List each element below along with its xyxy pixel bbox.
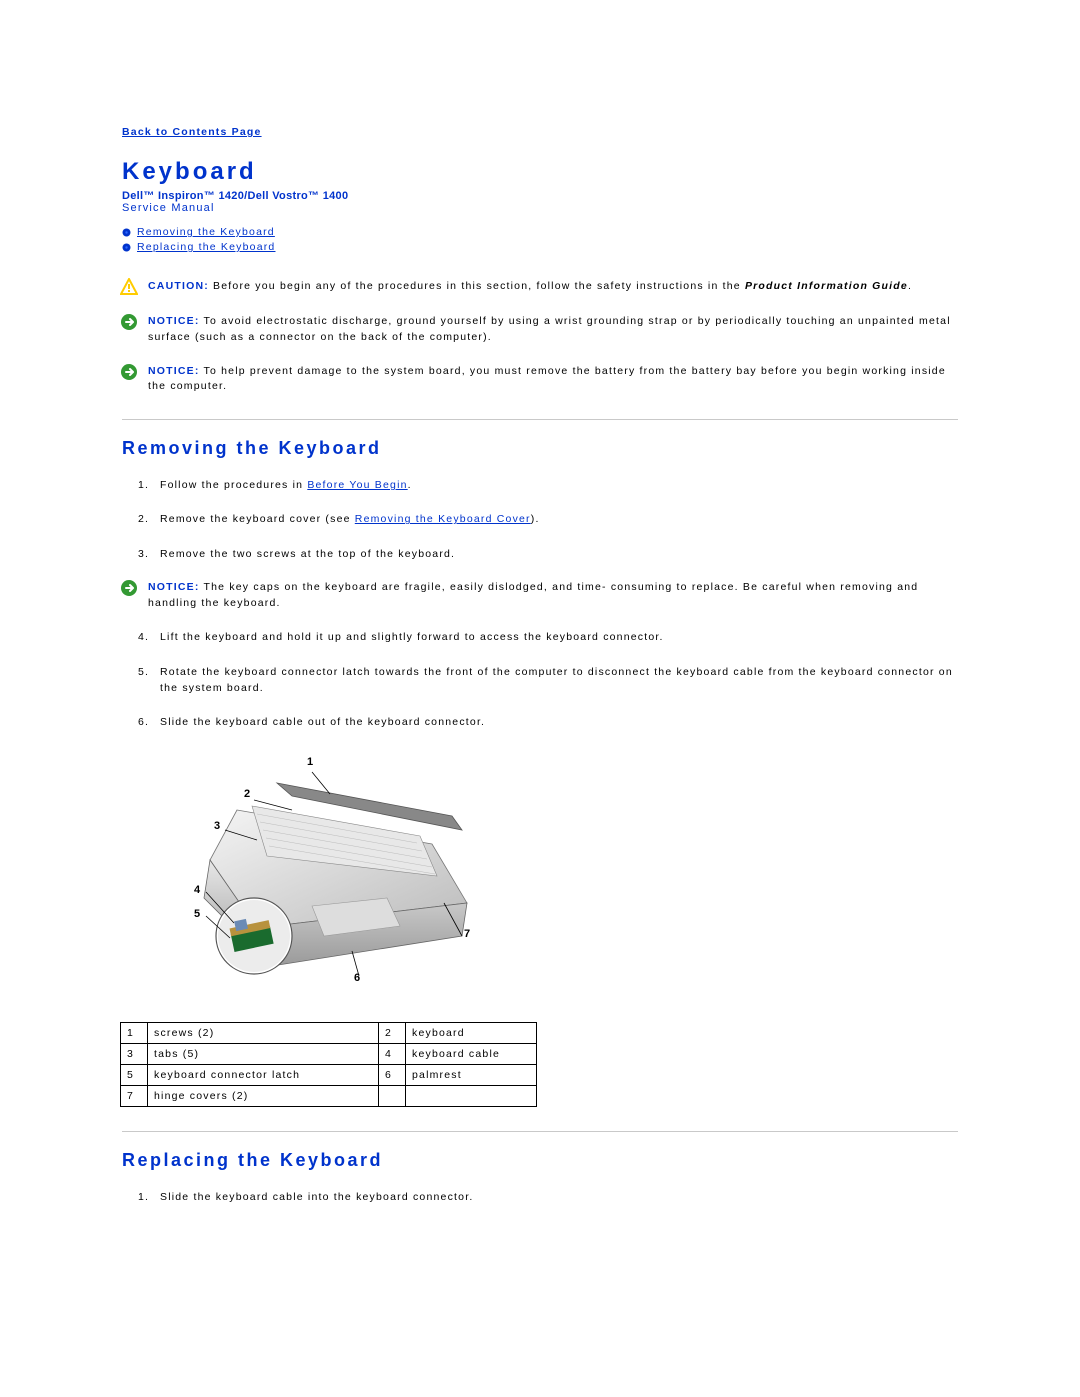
caution-callout: CAUTION: Before you begin any of the pro… <box>122 279 958 296</box>
caution-icon <box>120 278 138 296</box>
notice-text: To avoid electrostatic discharge, ground… <box>148 315 951 343</box>
notice-label: NOTICE: <box>148 365 200 377</box>
removing-steps: Follow the procedures in Before You Begi… <box>138 477 958 562</box>
toc-list: Removing the Keyboard Replacing the Keyb… <box>122 226 958 253</box>
caution-label: CAUTION: <box>148 280 209 292</box>
page-title: Keyboard <box>122 158 958 186</box>
figure-label-5: 5 <box>194 908 200 920</box>
notice-callout: NOTICE: The key caps on the keyboard are… <box>122 580 958 612</box>
step-6: Slide the keyboard cable out of the keyb… <box>138 714 958 730</box>
step-4: Lift the keyboard and hold it up and sli… <box>138 629 958 645</box>
bullet-icon <box>122 243 131 252</box>
figure-label-1: 1 <box>307 756 313 768</box>
table-row: 5 keyboard connector latch 6 palmrest <box>121 1065 537 1086</box>
back-to-contents-link[interactable]: Back to Contents Page <box>122 126 262 138</box>
notice-icon <box>120 363 138 381</box>
figure-label-2: 2 <box>244 788 250 800</box>
section-removing-heading: Removing the Keyboard <box>122 438 958 459</box>
table-row: 7 hinge covers (2) <box>121 1086 537 1107</box>
keyboard-figure: 1 2 3 4 5 6 7 <box>162 748 514 996</box>
caution-text-before: Before you begin any of the procedures i… <box>209 280 745 292</box>
notice-icon <box>120 579 138 597</box>
product-info-guide: Product Information Guide <box>745 280 908 292</box>
step-2: Remove the keyboard cover (see Removing … <box>138 511 958 527</box>
replacing-steps: Slide the keyboard cable into the keyboa… <box>138 1189 958 1205</box>
figure-label-3: 3 <box>214 820 220 832</box>
caution-text-after: . <box>908 280 912 292</box>
notice-callout: NOTICE: To help prevent damage to the sy… <box>122 364 958 396</box>
table-row: 1 screws (2) 2 keyboard <box>121 1023 537 1044</box>
divider <box>122 419 958 420</box>
parts-table: 1 screws (2) 2 keyboard 3 tabs (5) 4 key… <box>120 1022 537 1107</box>
notice-label: NOTICE: <box>148 315 200 327</box>
model-subtitle: Dell™ Inspiron™ 1420/Dell Vostro™ 1400 <box>122 190 958 202</box>
removing-cover-link[interactable]: Removing the Keyboard Cover <box>355 513 531 525</box>
figure-label-6: 6 <box>354 972 360 984</box>
figure-label-4: 4 <box>194 884 200 896</box>
step-3: Remove the two screws at the top of the … <box>138 546 958 562</box>
manual-subtitle: Service Manual <box>122 202 958 214</box>
notice-icon <box>120 313 138 331</box>
notice-text: To help prevent damage to the system boa… <box>148 365 946 393</box>
step-1: Slide the keyboard cable into the keyboa… <box>138 1189 958 1205</box>
divider <box>122 1131 958 1132</box>
figure-label-7: 7 <box>464 928 470 940</box>
bullet-icon <box>122 228 131 237</box>
toc-link-removing[interactable]: Removing the Keyboard <box>137 226 275 238</box>
table-row: 3 tabs (5) 4 keyboard cable <box>121 1044 537 1065</box>
notice-callout: NOTICE: To avoid electrostatic discharge… <box>122 314 958 346</box>
step-1: Follow the procedures in Before You Begi… <box>138 477 958 493</box>
step-5: Rotate the keyboard connector latch towa… <box>138 664 958 697</box>
toc-link-replacing[interactable]: Replacing the Keyboard <box>137 241 275 253</box>
notice-label: NOTICE: <box>148 581 200 593</box>
removing-steps-cont: Lift the keyboard and hold it up and sli… <box>138 629 958 730</box>
notice-text: The key caps on the keyboard are fragile… <box>148 581 918 609</box>
section-replacing-heading: Replacing the Keyboard <box>122 1150 958 1171</box>
before-you-begin-link[interactable]: Before You Begin <box>307 479 407 491</box>
